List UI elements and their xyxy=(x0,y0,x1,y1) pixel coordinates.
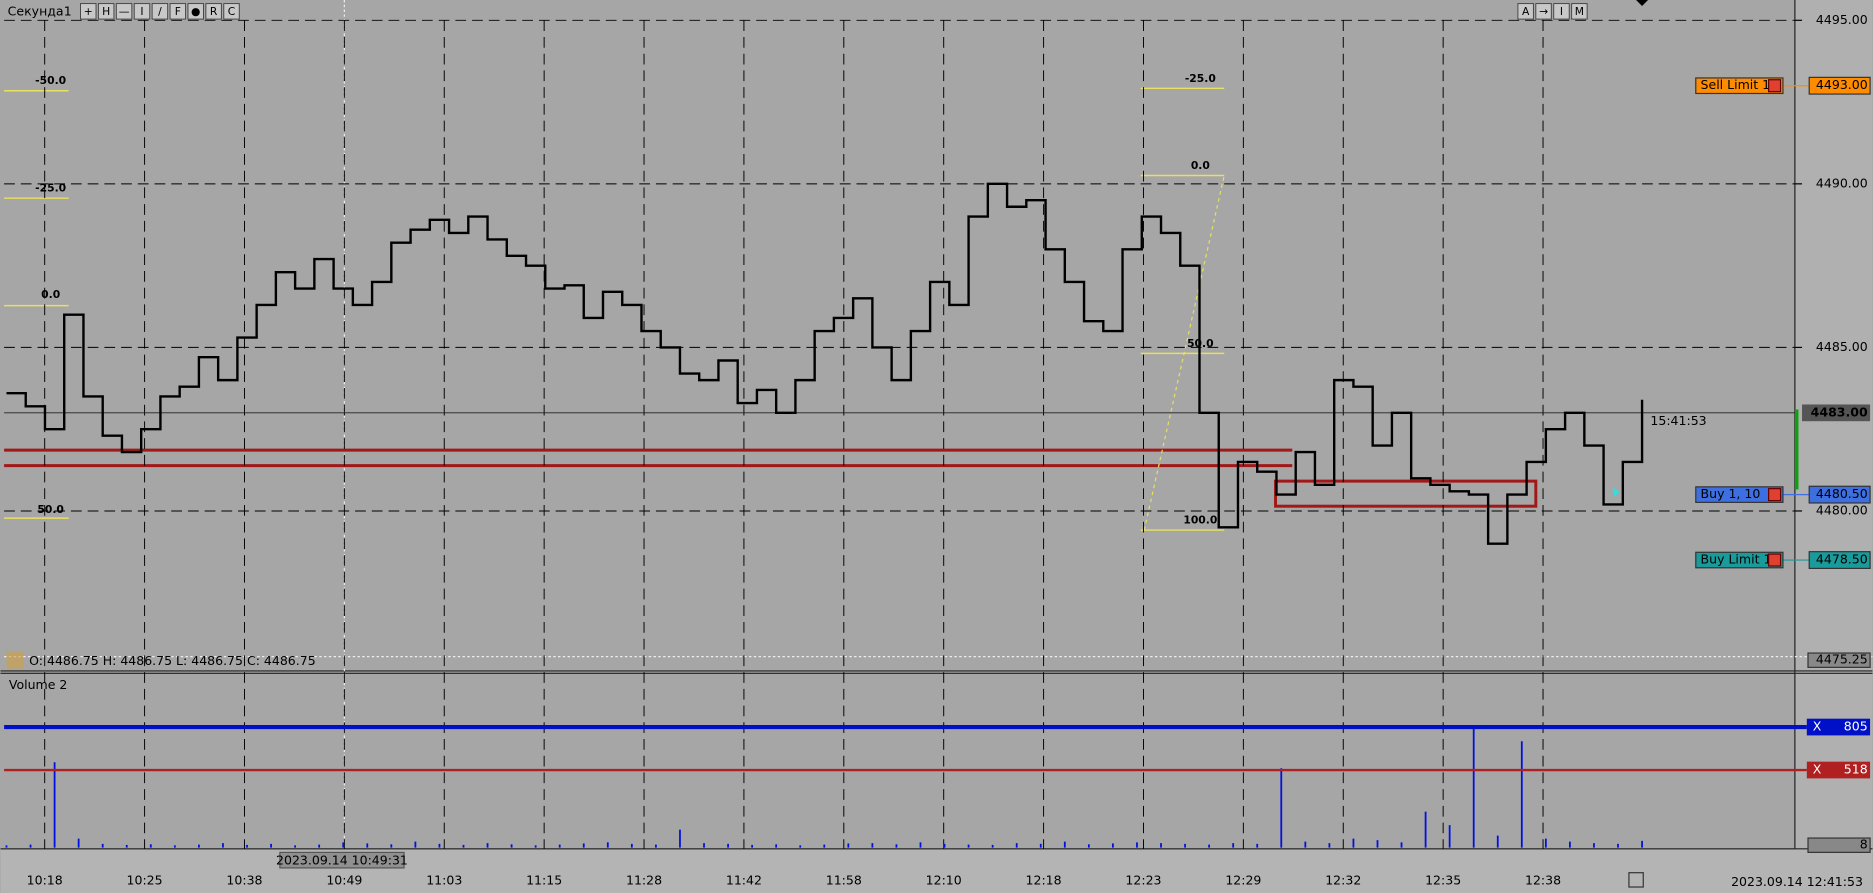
toolbar-button-label[interactable]: M xyxy=(1575,5,1584,18)
toolbar-button-label[interactable]: H xyxy=(102,5,110,18)
fib-label: 100.0 xyxy=(1183,514,1217,527)
bottom-price: 4475.25 xyxy=(1816,652,1868,667)
fib-label: -50.0 xyxy=(35,74,66,87)
order-cancel[interactable] xyxy=(1768,79,1782,93)
toolbar-button-label[interactable]: F xyxy=(175,5,181,18)
position-bar xyxy=(1794,409,1799,490)
time-label: 11:03 xyxy=(426,873,462,888)
price-axis-panel xyxy=(1794,0,1873,851)
toolbar-button[interactable] xyxy=(1553,3,1570,20)
tool-icon[interactable] xyxy=(6,651,24,669)
toolbar-button-label[interactable]: ● xyxy=(191,5,200,18)
order-cancel[interactable] xyxy=(1768,553,1782,567)
last-price: 4483.00 xyxy=(1811,404,1868,419)
order-box[interactable] xyxy=(1695,486,1784,503)
clock: 15:41:53 xyxy=(1650,413,1706,428)
order-box[interactable] xyxy=(1695,551,1784,569)
marker xyxy=(1636,0,1649,6)
price-label: 4495.00 xyxy=(1816,12,1868,27)
toolbar-button[interactable] xyxy=(1535,3,1552,20)
scroll-button[interactable] xyxy=(1628,872,1644,888)
toolbar-button-label[interactable]: I xyxy=(1560,5,1563,18)
time-label: 11:28 xyxy=(626,873,662,888)
symbol[interactable]: Секунда xyxy=(8,3,64,18)
toolbar-button[interactable] xyxy=(169,3,187,20)
fib-label: 0.0 xyxy=(41,288,60,301)
volume-title: Volume 2 xyxy=(9,677,68,692)
volume-level-box xyxy=(1806,761,1871,779)
toolbar-button-label[interactable]: — xyxy=(119,5,130,18)
cursor-time: 2023.09.14 10:49:31 xyxy=(276,852,408,867)
time-label: 12:35 xyxy=(1425,873,1461,888)
toolbar-button[interactable] xyxy=(223,3,240,20)
time-label: 12:18 xyxy=(1026,873,1062,888)
toolbar-button-label[interactable]: + xyxy=(84,5,93,18)
time-label: 11:42 xyxy=(726,873,762,888)
order-price: 4480.50 xyxy=(1816,486,1868,501)
ohlc: O: 4486.75 H: 4486.75 L: 4486.75 C: 4486… xyxy=(29,653,316,668)
toolbar-button[interactable] xyxy=(115,3,133,20)
toolbar-button-label[interactable]: / xyxy=(158,5,162,18)
time-label: 12:38 xyxy=(1525,873,1561,888)
time-label: 12:10 xyxy=(926,873,962,888)
time-label: 12:32 xyxy=(1325,873,1361,888)
time-label: 10:25 xyxy=(127,873,163,888)
toolbar-button[interactable] xyxy=(1571,3,1588,20)
order-name[interactable]: Sell Limit 1 xyxy=(1701,77,1771,92)
bottom-price-box xyxy=(1807,652,1871,668)
volume-level-box xyxy=(1806,718,1871,736)
time-label: 10:49 xyxy=(326,873,362,888)
order-price: 4493.00 xyxy=(1816,77,1868,92)
last-price-box xyxy=(1802,404,1871,422)
cursor-time-box xyxy=(279,851,405,869)
toolbar-button[interactable] xyxy=(151,3,169,20)
toolbar-button-label[interactable]: R xyxy=(210,5,218,18)
order-name[interactable]: Buy 1, 10 xyxy=(1701,486,1761,501)
fib-label: -25.0 xyxy=(35,182,66,195)
toolbar-button-label[interactable]: → xyxy=(1539,5,1548,18)
price-label: 4485.00 xyxy=(1816,339,1868,354)
time-label: 10:38 xyxy=(226,873,262,888)
volume-level-marker[interactable]: X xyxy=(1813,762,1822,777)
volume-level-label: 518 xyxy=(1844,762,1868,777)
time-label: 11:58 xyxy=(826,873,862,888)
order-price: 4478.50 xyxy=(1816,552,1868,567)
volume-level-label: 8 xyxy=(1860,837,1868,852)
order-box[interactable] xyxy=(1695,77,1784,95)
fib-label: 50.0 xyxy=(37,503,64,516)
toolbar-button[interactable] xyxy=(205,3,222,20)
fib-label: 0.0 xyxy=(1191,159,1210,172)
order-price-box xyxy=(1808,551,1871,569)
price-label: 4480.00 xyxy=(1816,502,1868,517)
fib-left xyxy=(4,90,69,519)
fill-marker xyxy=(1612,487,1620,497)
toolbar-button-label[interactable]: A xyxy=(1522,5,1530,18)
period[interactable]: 1 xyxy=(64,3,72,18)
fib-label: -25.0 xyxy=(1185,72,1216,85)
toolbar-button[interactable] xyxy=(1517,3,1534,20)
time-label: 10:18 xyxy=(27,873,63,888)
order-name[interactable]: Buy Limit 1 xyxy=(1701,552,1772,567)
toolbar-button[interactable] xyxy=(80,3,97,20)
time-label: 12:23 xyxy=(1125,873,1161,888)
volume-level-marker[interactable]: X xyxy=(1813,719,1822,734)
toolbar-button-label[interactable]: I xyxy=(140,5,143,18)
toolbar-button[interactable] xyxy=(133,3,151,20)
order-cancel[interactable] xyxy=(1768,488,1782,502)
order-price-box xyxy=(1808,485,1871,504)
datetime: 2023.09.14 12:41:53 xyxy=(1731,874,1863,889)
price-line xyxy=(6,182,1644,545)
time-label: 11:15 xyxy=(526,873,562,888)
volume-level-box xyxy=(1807,837,1871,853)
fib-right xyxy=(1140,87,1225,531)
order-price-box xyxy=(1808,76,1871,95)
price-label: 4490.00 xyxy=(1816,175,1868,190)
time-label: 12:29 xyxy=(1225,873,1261,888)
toolbar-button[interactable] xyxy=(97,3,115,20)
toolbar-button[interactable] xyxy=(187,3,204,20)
volume-level-label: 805 xyxy=(1844,719,1868,734)
toolbar-button-label[interactable]: C xyxy=(228,5,236,18)
